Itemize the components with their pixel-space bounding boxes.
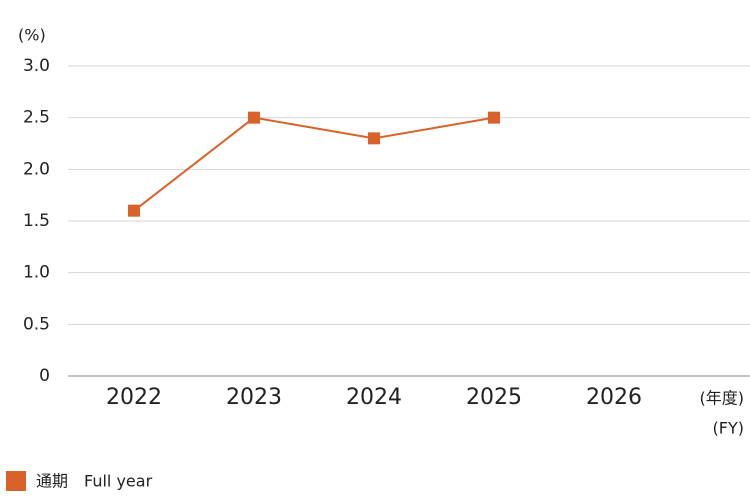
y-tick-label: 1.5 <box>23 211 50 231</box>
x-tick-label: 2023 <box>226 385 282 410</box>
x-tick-label: 2026 <box>586 385 642 410</box>
y-tick-label: 2.5 <box>23 108 50 128</box>
x-tick-label: 2025 <box>466 385 522 410</box>
point-marker <box>128 204 140 217</box>
point-marker <box>368 132 380 145</box>
point-marker <box>488 111 500 124</box>
point-marker <box>248 111 260 124</box>
legend-label: 通期 Full year <box>36 472 153 491</box>
y-unit: (%) <box>18 26 46 45</box>
y-tick-label: 3.0 <box>23 56 50 76</box>
y-tick-label: 0 <box>39 366 50 386</box>
y-tick-label: 0.5 <box>23 314 50 334</box>
x-unit: (年度) <box>700 389 745 408</box>
x-tick-label: 2022 <box>106 385 162 410</box>
x-tick-label: 2024 <box>346 385 402 410</box>
legend-swatch <box>6 471 26 491</box>
y-tick-label: 2.0 <box>23 159 50 179</box>
y-tick-label: 1.0 <box>23 263 50 283</box>
x-unit: (FY) <box>713 419 744 438</box>
series-line <box>133 116 495 212</box>
